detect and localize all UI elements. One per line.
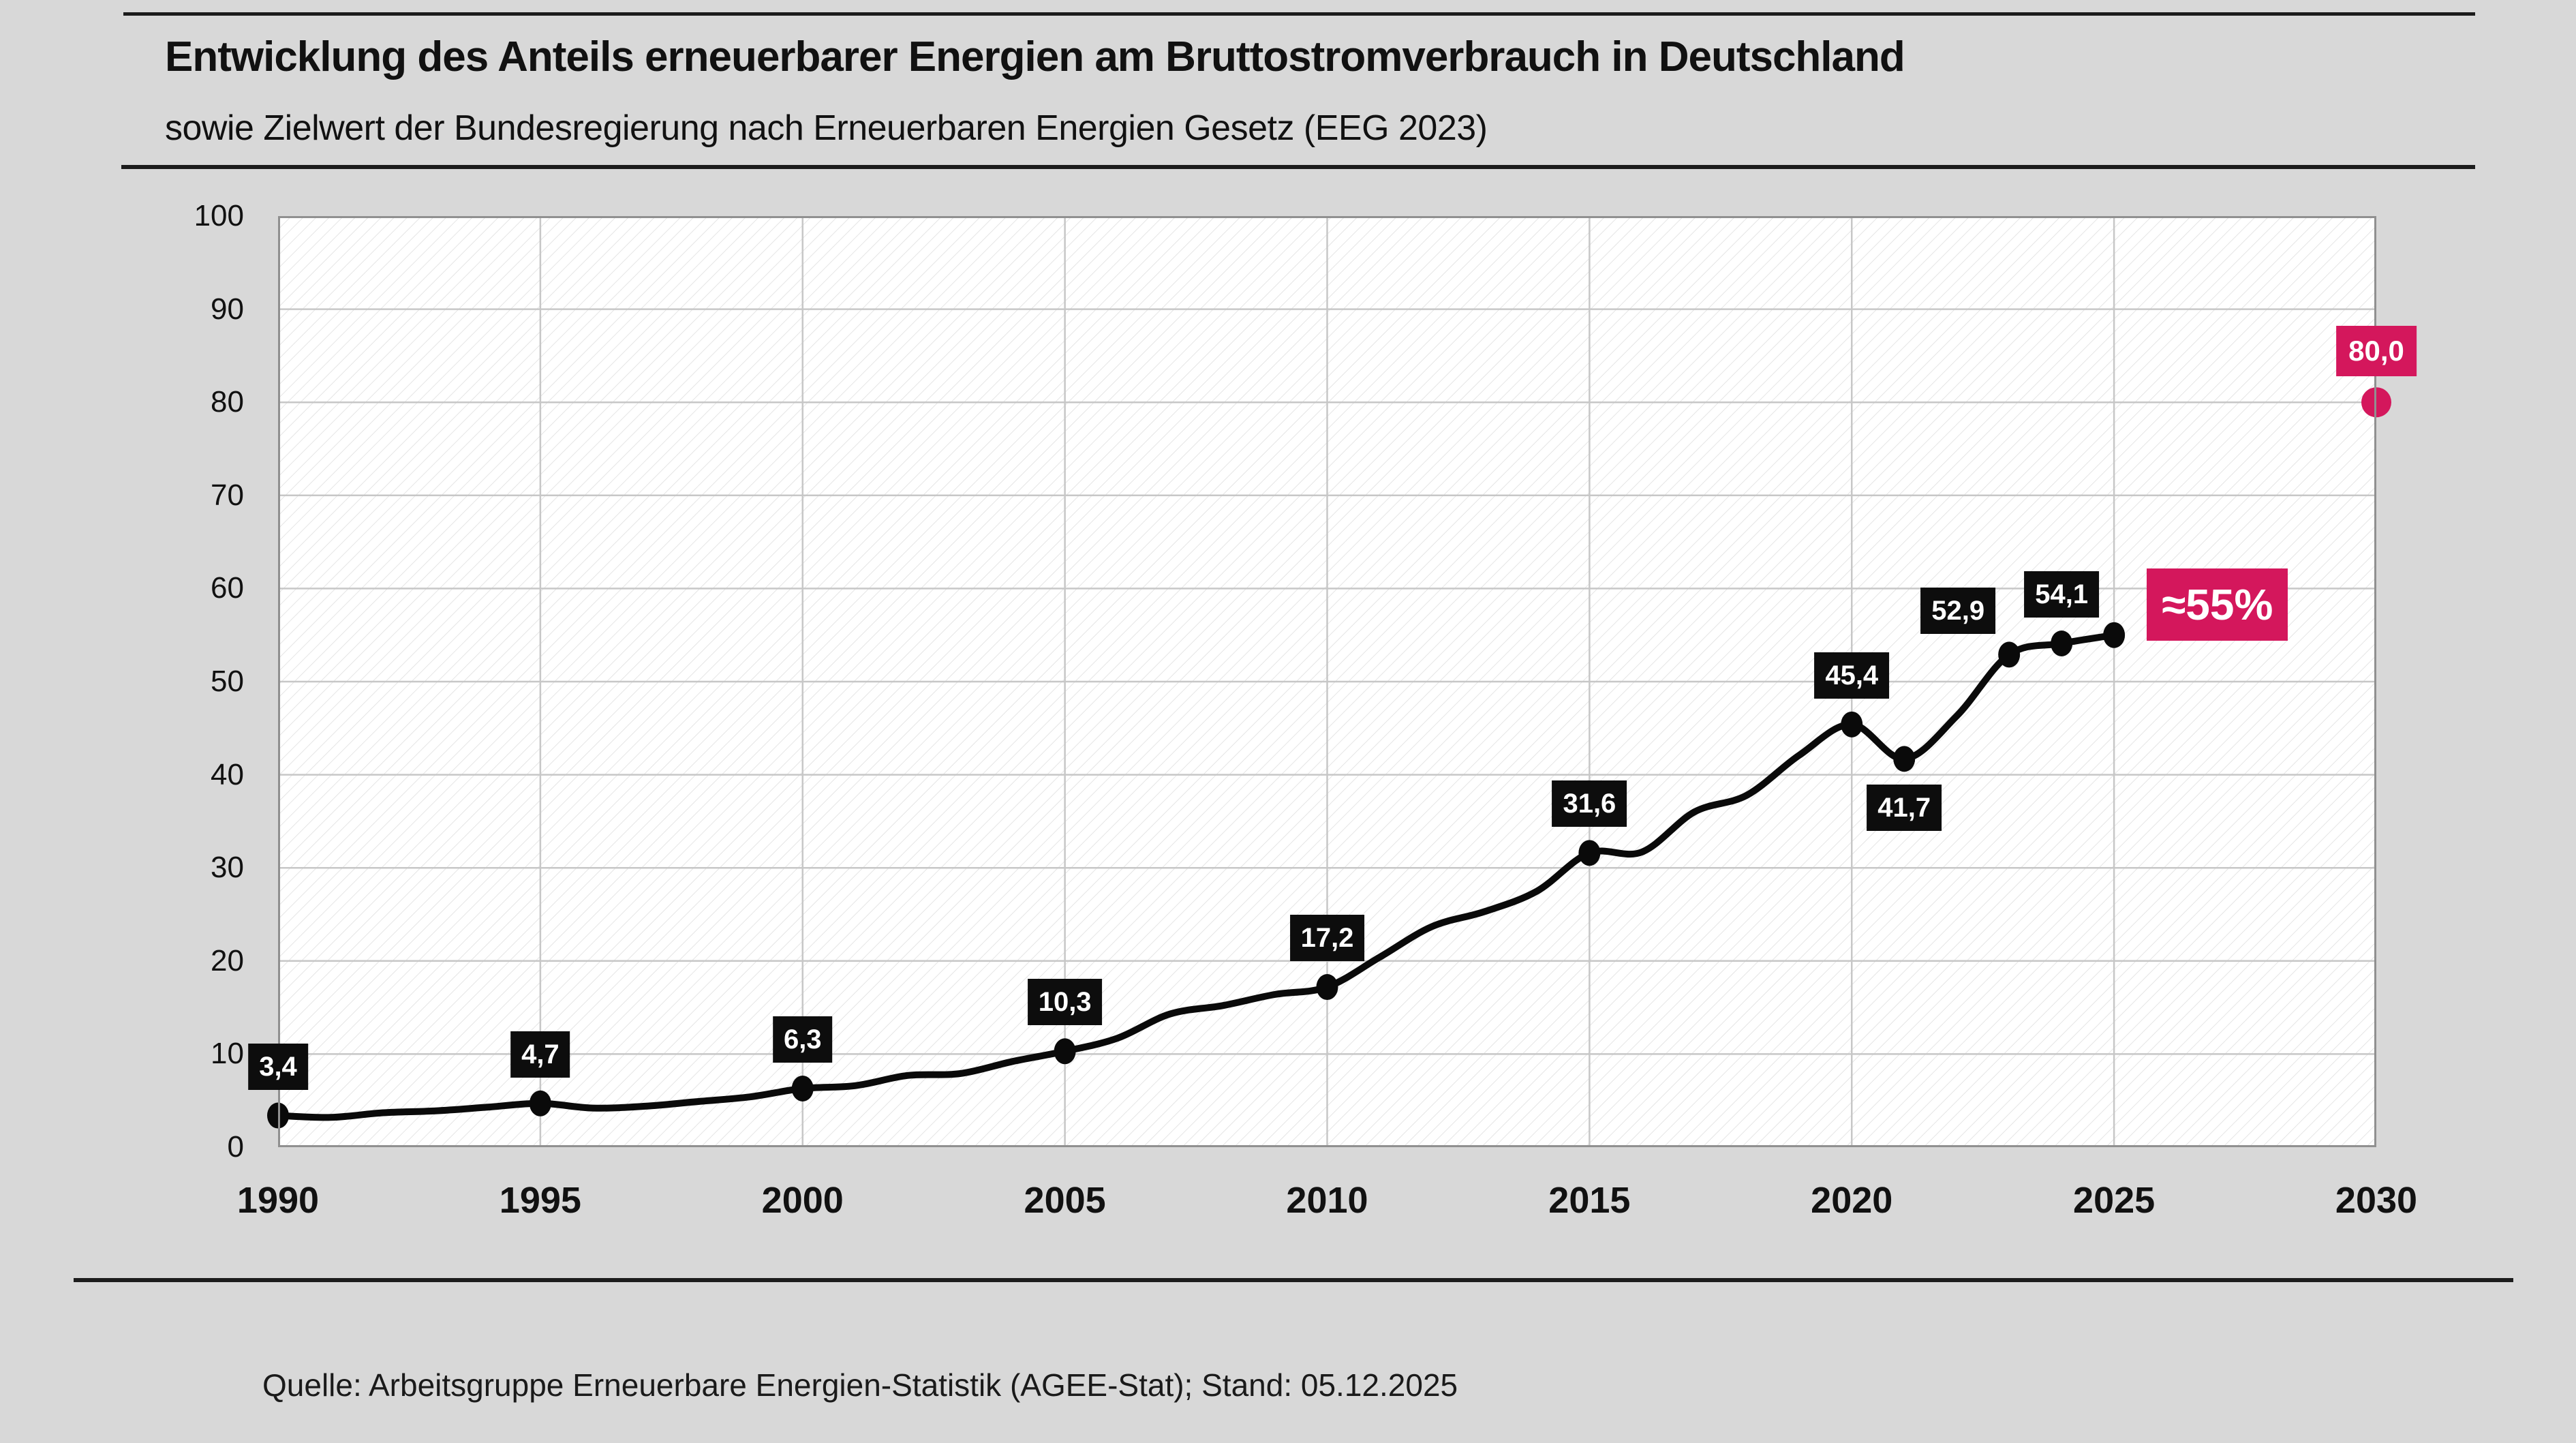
y-tick-0: 0 <box>227 1130 244 1164</box>
y-tick-70: 70 <box>211 478 244 512</box>
data-point-marker <box>1893 746 1916 772</box>
x-tick-2015: 2015 <box>1548 1180 1631 1221</box>
y-tick-10: 10 <box>211 1037 244 1071</box>
y-tick-50: 50 <box>211 665 244 698</box>
x-tick-2025: 2025 <box>2073 1180 2156 1221</box>
x-tick-1990: 1990 <box>236 1180 320 1221</box>
bottom-divider <box>74 1278 2513 1282</box>
data-point-marker <box>1841 711 1863 738</box>
x-tick-2010: 2010 <box>1286 1180 1368 1221</box>
plot-area: 3,4 4,7 6,3 10,3 17,2 31,6 45,4 41,7 52,9 54,1 ≈55… <box>248 216 2417 1147</box>
data-point-marker <box>1578 840 1601 866</box>
data-point-marker <box>2103 622 2126 648</box>
y-tick-100: 100 <box>194 199 244 232</box>
y-tick-20: 20 <box>211 943 244 977</box>
source-note: Quelle: Arbeitsgruppe Erneuerbare Energi… <box>262 1367 1458 1403</box>
x-tick-2000: 2000 <box>761 1180 844 1221</box>
x-tick-2030: 2030 <box>2335 1180 2418 1221</box>
page-subtitle: sowie Zielwert der Bundesregierung nach … <box>165 108 1488 148</box>
top-divider <box>123 12 2475 16</box>
data-point-marker <box>2051 630 2073 656</box>
y-tick-60: 60 <box>211 571 244 605</box>
data-point-marker <box>1054 1038 1076 1065</box>
chart-canvas <box>267 216 2391 1147</box>
x-tick-2005: 2005 <box>1024 1180 1106 1221</box>
x-axis: 1990 1995 2000 2005 2010 2015 2020 2025 2030 <box>237 1179 2417 1241</box>
x-tick-1995: 1995 <box>499 1180 581 1221</box>
data-point-marker <box>529 1090 551 1117</box>
data-point-marker <box>1998 641 2021 668</box>
y-tick-30: 30 <box>211 851 244 885</box>
plot-border <box>278 216 2376 1147</box>
data-point-marker <box>791 1075 814 1102</box>
gridlines <box>278 216 2376 1147</box>
data-point-marker <box>1316 974 1338 1001</box>
x-tick-2020: 2020 <box>1811 1180 1893 1221</box>
y-axis: 0 10 20 30 40 50 60 70 80 90 100 <box>0 199 244 1164</box>
header-divider <box>121 165 2475 169</box>
series-line <box>275 631 2118 1121</box>
page-title: Entwicklung des Anteils erneuerbarer Ene… <box>165 33 1905 80</box>
y-tick-80: 80 <box>211 385 244 419</box>
y-tick-40: 40 <box>211 757 244 791</box>
y-tick-90: 90 <box>211 292 244 326</box>
data-point-markers <box>267 387 2391 1129</box>
